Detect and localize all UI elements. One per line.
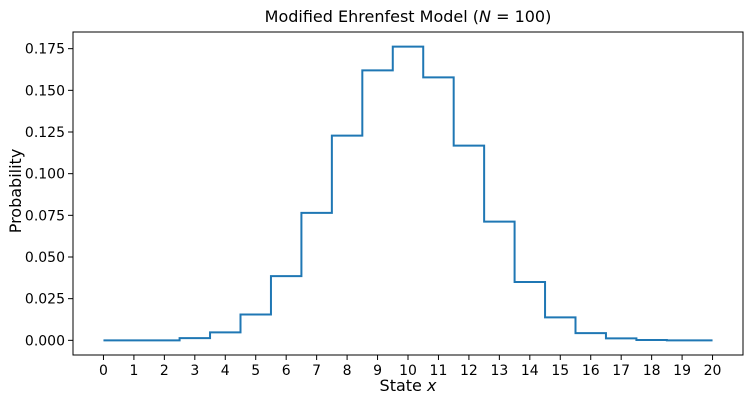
x-tick-label: 8 [343, 363, 352, 379]
x-tick-label: 11 [430, 363, 448, 379]
y-tick-label: 0.000 [25, 333, 65, 349]
x-tick-label: 0 [99, 363, 108, 379]
x-tick-label: 4 [221, 363, 230, 379]
x-tick-label: 17 [612, 363, 630, 379]
x-tick-label: 2 [160, 363, 169, 379]
y-axis: 0.000 0.025 0.050 0.075 0.100 0.125 0.150 0.175 [25, 42, 73, 349]
x-tick-label: 20 [704, 363, 722, 379]
x-tick-label: 5 [251, 363, 260, 379]
x-tick-label: 9 [373, 363, 382, 379]
y-tick-label: 0.075 [25, 208, 65, 224]
y-tick-label: 0.050 [25, 250, 65, 266]
x-tick-label: 1 [129, 363, 138, 379]
x-tick-label: 19 [673, 363, 691, 379]
series-line-0 [103, 45, 713, 342]
axes-frame [72, 31, 744, 356]
y-tick-label: 0.025 [25, 292, 65, 308]
x-tick-label: 10 [399, 363, 417, 379]
x-tick-label: 3 [190, 363, 199, 379]
x-tick-label: 13 [490, 363, 508, 379]
x-axis-label: State x [380, 376, 437, 395]
x-tick-label: 12 [460, 363, 478, 379]
y-tick-label: 0.150 [25, 83, 65, 99]
plot-area [103, 45, 713, 342]
x-tick-label: 14 [521, 363, 539, 379]
chart-title: Modified Ehrenfest Model (N = 100) [265, 7, 552, 26]
x-tick-label: 7 [312, 363, 321, 379]
x-tick-label: 18 [643, 363, 661, 379]
x-tick-label: 6 [282, 363, 291, 379]
y-axis-label: Probability [6, 149, 25, 234]
x-axis: 0 1 2 3 4 5 6 7 8 9 10 11 12 13 14 15 16 17 18 19 20 [99, 355, 721, 379]
y-tick-label: 0.100 [25, 167, 65, 183]
y-tick-label: 0.125 [25, 125, 65, 141]
x-tick-label: 15 [551, 363, 569, 379]
y-tick-label: 0.175 [25, 42, 65, 58]
x-tick-label: 16 [582, 363, 600, 379]
